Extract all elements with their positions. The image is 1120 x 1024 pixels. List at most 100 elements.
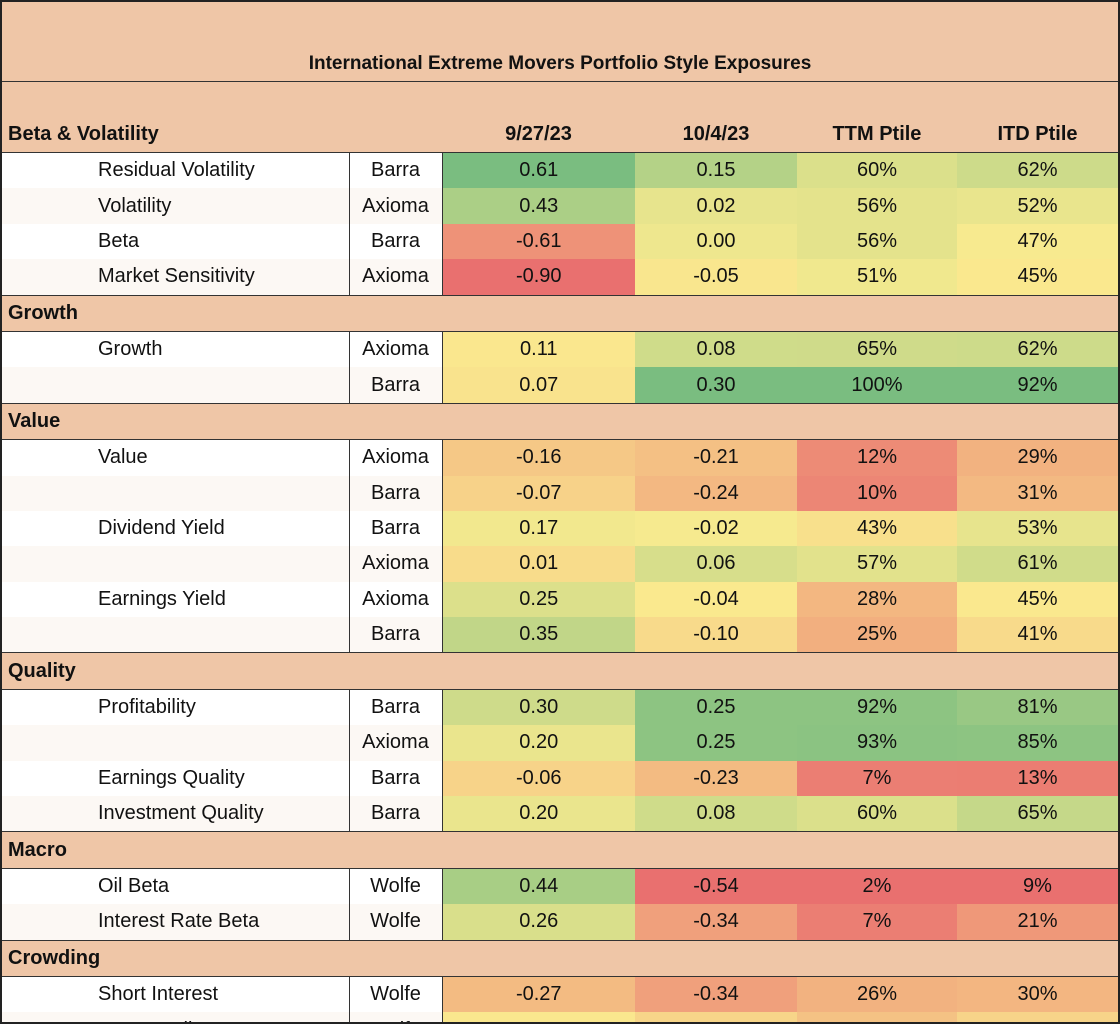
factor-source: Wolfe	[349, 868, 443, 905]
ttm-percentile-cell: 51%	[797, 259, 957, 296]
factor-name: Earnings Yield	[2, 581, 350, 618]
ttm-percentile-cell: 10%	[797, 475, 957, 511]
ttm-percentile-cell: 60%	[797, 152, 957, 189]
table-row: Residual Volatility Barra 0.61 0.15 60% 62%	[2, 152, 1118, 189]
factor-name: Profitability	[2, 689, 350, 726]
exposure-9-27-23-cell: 0.43	[442, 188, 635, 224]
factor-name: Interest Rate Beta	[2, 904, 350, 941]
ttm-percentile-cell: 93%	[797, 725, 957, 761]
exposure-9-27-23-cell: -0.06	[442, 760, 635, 797]
itd-percentile-cell: 30%	[957, 976, 1118, 1013]
exposure-10-4-23-cell: 0.08	[635, 796, 797, 832]
factor-source: Axioma	[349, 259, 443, 296]
exposure-10-4-23-cell: 0.30	[635, 367, 797, 404]
exposure-10-4-23-cell: 0.08	[635, 331, 797, 368]
exposure-10-4-23-cell: -0.34	[635, 904, 797, 941]
ttm-percentile-cell: 7%	[797, 760, 957, 797]
factor-source: Axioma	[349, 331, 443, 368]
itd-percentile-cell: 31%	[957, 475, 1118, 511]
exposure-9-27-23-cell: 0.44	[442, 868, 635, 905]
factor-source: Axioma	[349, 725, 443, 761]
factor-source: Axioma	[349, 546, 443, 582]
itd-percentile-cell: 85%	[957, 725, 1118, 761]
column-header-9-27-23: 9/27/23	[442, 81, 635, 153]
factor-name	[2, 725, 350, 761]
factor-name: Investment Quality	[2, 796, 350, 832]
table-row: Interest Rate Beta Wolfe 0.26 -0.34 7% 21%	[2, 904, 1118, 941]
exposure-9-27-23-cell: 0.11	[442, 331, 635, 368]
factor-name	[2, 475, 350, 511]
exposure-9-27-23-cell: -0.07	[442, 475, 635, 511]
column-header-10-4-23: 10/4/23	[635, 81, 797, 153]
table-row: Oil Beta Wolfe 0.44 -0.54 2% 9%	[2, 868, 1118, 905]
column-header-ttm-ptile: TTM Ptile	[797, 81, 957, 153]
table-row: Growth Axioma 0.11 0.08 65% 62%	[2, 331, 1118, 368]
itd-percentile-cell: 29%	[957, 439, 1118, 476]
factor-source: Axioma	[349, 439, 443, 476]
factor-name	[2, 367, 350, 404]
itd-percentile-cell: 65%	[957, 796, 1118, 832]
factor-source: Barra	[349, 223, 443, 260]
ttm-percentile-cell: 92%	[797, 689, 957, 726]
itd-percentile-cell: 21%	[957, 904, 1118, 941]
exposure-9-27-23-cell: 0.17	[442, 510, 635, 547]
section-header: Growth	[2, 294, 1118, 332]
ttm-percentile-cell: 32%	[797, 1012, 957, 1022]
exposure-9-27-23-cell: 0.07	[442, 367, 635, 404]
itd-percentile-cell: 39%	[957, 1012, 1118, 1022]
exposure-9-27-23-cell: 0.35	[442, 617, 635, 653]
column-header-itd-ptile: ITD Ptile	[957, 81, 1118, 153]
factor-name: Growth	[2, 331, 350, 368]
itd-percentile-cell: 62%	[957, 331, 1118, 368]
ttm-percentile-cell: 57%	[797, 546, 957, 582]
table-row: Earnings Quality Barra -0.06 -0.23 7% 13%	[2, 760, 1118, 797]
ttm-percentile-cell: 12%	[797, 439, 957, 476]
factor-source: Barra	[349, 510, 443, 547]
table-row: Earnings Yield Axioma 0.25 -0.04 28% 45%	[2, 581, 1118, 618]
exposure-10-4-23-cell: 0.25	[635, 725, 797, 761]
table-row: Short Interest Wolfe -0.27 -0.34 26% 30%	[2, 976, 1118, 1013]
itd-percentile-cell: 13%	[957, 760, 1118, 797]
factor-name	[2, 546, 350, 582]
table-row: Volatility Axioma 0.43 0.02 56% 52%	[2, 188, 1118, 224]
ttm-percentile-cell: 2%	[797, 868, 957, 905]
factor-source: Axioma	[349, 188, 443, 224]
exposure-9-27-23-cell: 0.30	[442, 689, 635, 726]
exposure-10-4-23-cell: -0.34	[635, 976, 797, 1013]
exposure-9-27-23-cell: -0.61	[442, 223, 635, 260]
table-row: Dividend Yield Barra 0.17 -0.02 43% 53%	[2, 510, 1118, 547]
ttm-percentile-cell: 43%	[797, 510, 957, 547]
exposure-10-4-23-cell: 0.15	[635, 152, 797, 189]
factor-source: Barra	[349, 796, 443, 832]
exposure-10-4-23-cell: -0.05	[635, 259, 797, 296]
exposure-9-27-23-cell: -0.90	[442, 259, 635, 296]
table-row: Axioma 0.01 0.06 57% 61%	[2, 546, 1118, 582]
table-title: International Extreme Movers Portfolio S…	[2, 2, 1118, 82]
section-header: Quality	[2, 652, 1118, 690]
exposure-10-4-23-cell: -0.21	[635, 439, 797, 476]
factor-name: Short Interest	[2, 976, 350, 1013]
exposure-10-4-23-cell: -0.12	[635, 1012, 797, 1022]
exposure-10-4-23-cell: -0.23	[635, 760, 797, 797]
itd-percentile-cell: 53%	[957, 510, 1118, 547]
ttm-percentile-cell: 26%	[797, 976, 957, 1013]
itd-percentile-cell: 61%	[957, 546, 1118, 582]
ttm-percentile-cell: 56%	[797, 223, 957, 260]
factor-name: HF Crowding	[2, 1012, 350, 1022]
exposure-10-4-23-cell: -0.54	[635, 868, 797, 905]
ttm-percentile-cell: 60%	[797, 796, 957, 832]
table-row: Profitability Barra 0.30 0.25 92% 81%	[2, 689, 1118, 726]
factor-source: Barra	[349, 152, 443, 189]
exposure-9-27-23-cell: -0.16	[442, 439, 635, 476]
ttm-percentile-cell: 7%	[797, 904, 957, 941]
exposure-9-27-23-cell: 0.26	[442, 904, 635, 941]
table-row: Value Axioma -0.16 -0.21 12% 29%	[2, 439, 1118, 476]
section-header: Value	[2, 402, 1118, 441]
exposure-9-27-23-cell: 0.20	[442, 796, 635, 832]
exposure-9-27-23-cell: -0.27	[442, 976, 635, 1013]
factor-name: Residual Volatility	[2, 152, 350, 189]
itd-percentile-cell: 45%	[957, 259, 1118, 296]
itd-percentile-cell: 45%	[957, 581, 1118, 618]
table-row: Investment Quality Barra 0.20 0.08 60% 65%	[2, 796, 1118, 832]
